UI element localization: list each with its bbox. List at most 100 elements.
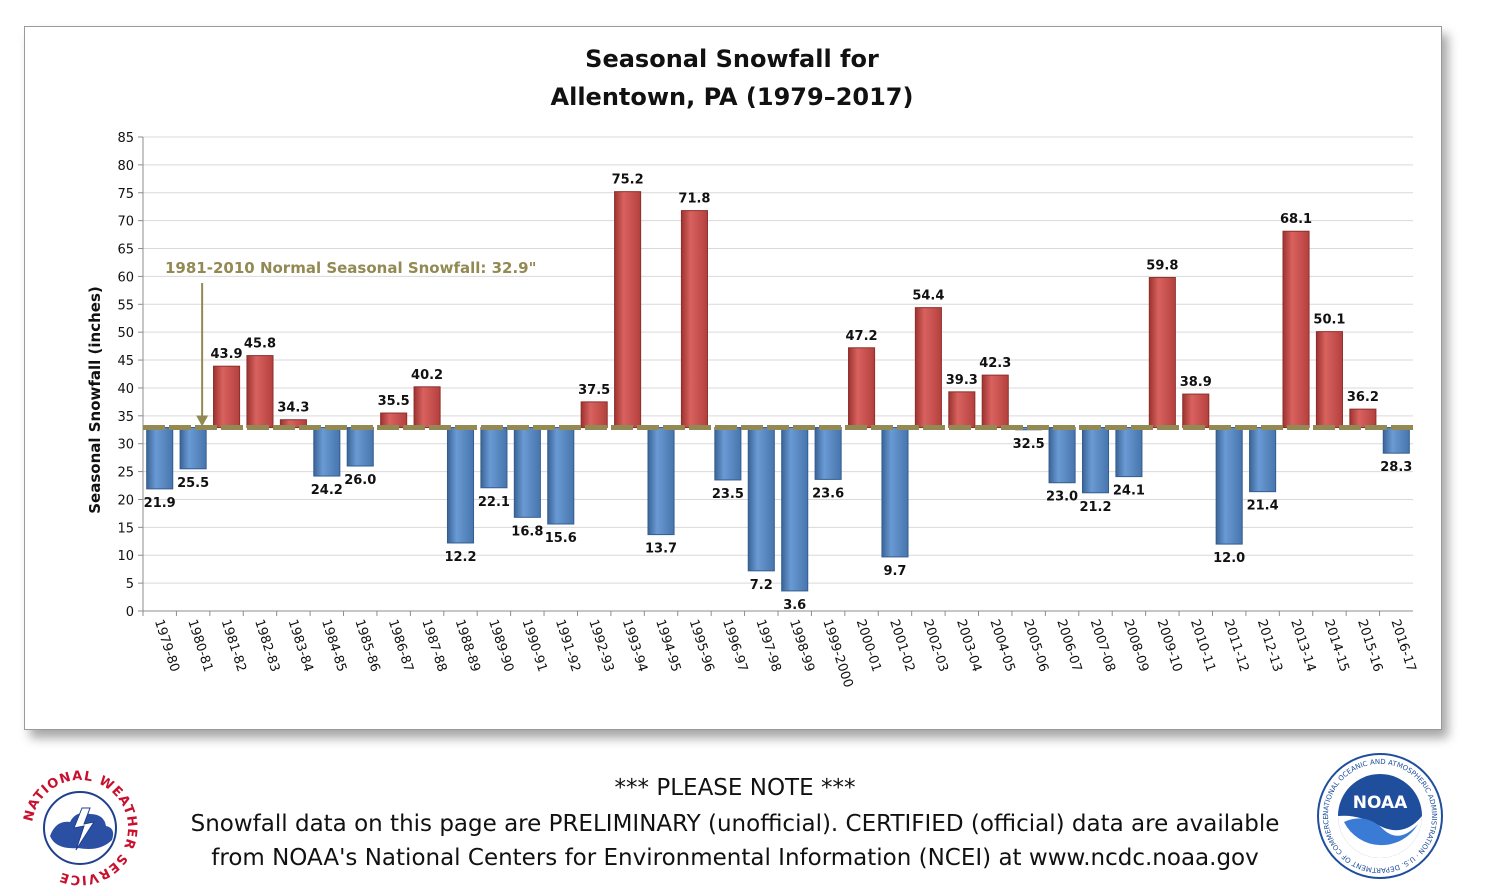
chart-title-line1: Seasonal Snowfall for <box>585 45 879 73</box>
value-label-1989-90: 22.1 <box>478 495 510 510</box>
x-tick-label-1985-86: 1985-86 <box>351 618 382 674</box>
value-label-2014-15: 50.1 <box>1313 313 1345 328</box>
x-tick-label-2000-01: 2000-01 <box>853 618 884 674</box>
bar-2006-07 <box>1048 427 1076 484</box>
x-tick-label-2003-04: 2003-04 <box>953 618 984 674</box>
value-label-1993-94: 75.2 <box>612 173 644 188</box>
x-tick-label-2009-10: 2009-10 <box>1154 618 1185 674</box>
value-label-1990-91: 16.8 <box>511 524 543 539</box>
bar-2016-17 <box>1382 427 1410 454</box>
y-tick-label: 10 <box>117 549 134 564</box>
value-label-2003-04: 39.3 <box>946 373 978 388</box>
bar-2008-09 <box>1115 427 1143 478</box>
value-label-1984-85: 24.2 <box>311 483 343 498</box>
bar-1998-99 <box>781 427 809 592</box>
value-label-2013-14: 68.1 <box>1280 212 1312 227</box>
bar-2009-10 <box>1148 277 1176 429</box>
value-label-1980-81: 25.5 <box>177 476 209 491</box>
bar-2007-08 <box>1081 427 1110 494</box>
bar-1980-81 <box>179 427 207 470</box>
value-label-2016-17: 28.3 <box>1380 460 1412 475</box>
x-tick-label-1993-94: 1993-94 <box>619 618 650 674</box>
chart-frame: Seasonal Snowfall for Allentown, PA (197… <box>24 26 1442 730</box>
value-label-1983-84: 34.3 <box>277 401 309 416</box>
bar-1979-80 <box>146 427 174 490</box>
bar-2003-04 <box>948 391 976 429</box>
y-tick-label: 30 <box>117 438 134 453</box>
snowfall-chart: Seasonal Snowfall for Allentown, PA (197… <box>86 45 1419 690</box>
value-label-2000-01: 47.2 <box>846 329 878 344</box>
value-label-2005-06: 32.5 <box>1013 437 1045 452</box>
x-tick-label-1980-81: 1980-81 <box>184 618 215 674</box>
bar-2015-16 <box>1349 408 1377 429</box>
x-tick-label-2008-09: 2008-09 <box>1120 618 1151 674</box>
x-tick-label-1999-2000: 1999-2000 <box>819 618 855 690</box>
value-label-1995-96: 71.8 <box>678 192 710 207</box>
y-tick-label: 55 <box>117 298 134 313</box>
y-tick-label: 40 <box>117 382 134 397</box>
bar-1997-98 <box>747 427 775 572</box>
y-tick-label: 35 <box>117 410 134 425</box>
noaa-logo: NOAA NATIONAL OCEANIC AND ATMOSPHERIC AD… <box>1317 753 1443 879</box>
x-tick-label-2001-02: 2001-02 <box>886 618 917 674</box>
x-tick-label-2016-17: 2016-17 <box>1387 618 1418 674</box>
value-label-2012-13: 21.4 <box>1247 499 1279 514</box>
x-tick-label-2014-15: 2014-15 <box>1321 618 1352 674</box>
bar-1988-89 <box>446 427 475 544</box>
bar-1985-86 <box>346 427 374 467</box>
bar-1995-96 <box>680 210 708 429</box>
x-tick-label-1996-97: 1996-97 <box>719 618 750 674</box>
bar-1987-88 <box>413 386 441 429</box>
bar-2004-05 <box>981 374 1009 429</box>
y-tick-label: 80 <box>117 159 134 174</box>
y-tick-label: 50 <box>117 326 134 341</box>
value-label-1997-98: 7.2 <box>750 578 773 593</box>
value-label-1982-83: 45.8 <box>244 337 276 352</box>
bar-2001-02 <box>881 427 909 558</box>
value-label-1992-93: 37.5 <box>578 383 610 398</box>
value-label-1994-95: 13.7 <box>645 542 677 557</box>
x-tick-label-2011-12: 2011-12 <box>1220 618 1251 674</box>
noaa-wordmark: NOAA <box>1353 793 1408 813</box>
bar-1996-97 <box>714 427 742 481</box>
note-line-1: Snowfall data on this page are PRELIMINA… <box>190 811 1280 837</box>
y-tick-label: 20 <box>117 493 134 508</box>
note-line-2: from NOAA's National Centers for Environ… <box>211 845 1259 871</box>
y-tick-label: 85 <box>117 131 134 146</box>
x-tick-label-1995-96: 1995-96 <box>686 618 717 674</box>
value-label-2009-10: 59.8 <box>1146 259 1178 274</box>
note-heading: *** PLEASE NOTE *** <box>614 775 856 801</box>
x-tick-label-2007-08: 2007-08 <box>1087 618 1118 674</box>
value-label-2007-08: 21.2 <box>1079 500 1111 515</box>
bar-1990-91 <box>513 427 541 518</box>
annotation-arrow-head <box>196 415 209 427</box>
y-tick-label: 25 <box>117 466 134 481</box>
x-tick-label-1988-89: 1988-89 <box>452 618 483 674</box>
x-tick-label-2012-13: 2012-13 <box>1254 618 1285 674</box>
x-tick-label-1992-93: 1992-93 <box>585 618 616 674</box>
chart-title-line2: Allentown, PA (1979–2017) <box>551 83 914 111</box>
baseline-annotation: 1981-2010 Normal Seasonal Snowfall: 32.9… <box>165 259 536 277</box>
bar-2000-01 <box>848 347 876 429</box>
y-tick-label: 0 <box>126 605 134 620</box>
bar-1994-95 <box>647 427 675 536</box>
y-tick-label: 5 <box>126 577 134 592</box>
bar-1991-92 <box>547 427 575 525</box>
value-label-2006-07: 23.0 <box>1046 490 1078 505</box>
bar-2002-03 <box>914 307 942 429</box>
x-tick-label-1983-84: 1983-84 <box>285 618 316 674</box>
value-label-1986-87: 35.5 <box>378 394 410 409</box>
bar-1981-82 <box>213 365 241 429</box>
x-tick-label-1979-80: 1979-80 <box>151 618 182 674</box>
bar-2014-15 <box>1315 331 1343 429</box>
value-label-1979-80: 21.9 <box>144 496 176 511</box>
y-tick-label: 45 <box>117 354 134 369</box>
bar-1992-93 <box>580 401 608 429</box>
x-tick-label-1998-99: 1998-99 <box>786 618 817 674</box>
bar-1982-83 <box>246 355 274 429</box>
bar-2011-12 <box>1215 427 1243 545</box>
value-label-2008-09: 24.1 <box>1113 484 1145 499</box>
x-tick-label-2015-16: 2015-16 <box>1354 618 1385 674</box>
value-label-2015-16: 36.2 <box>1347 390 1379 405</box>
bar-2012-13 <box>1249 427 1277 493</box>
